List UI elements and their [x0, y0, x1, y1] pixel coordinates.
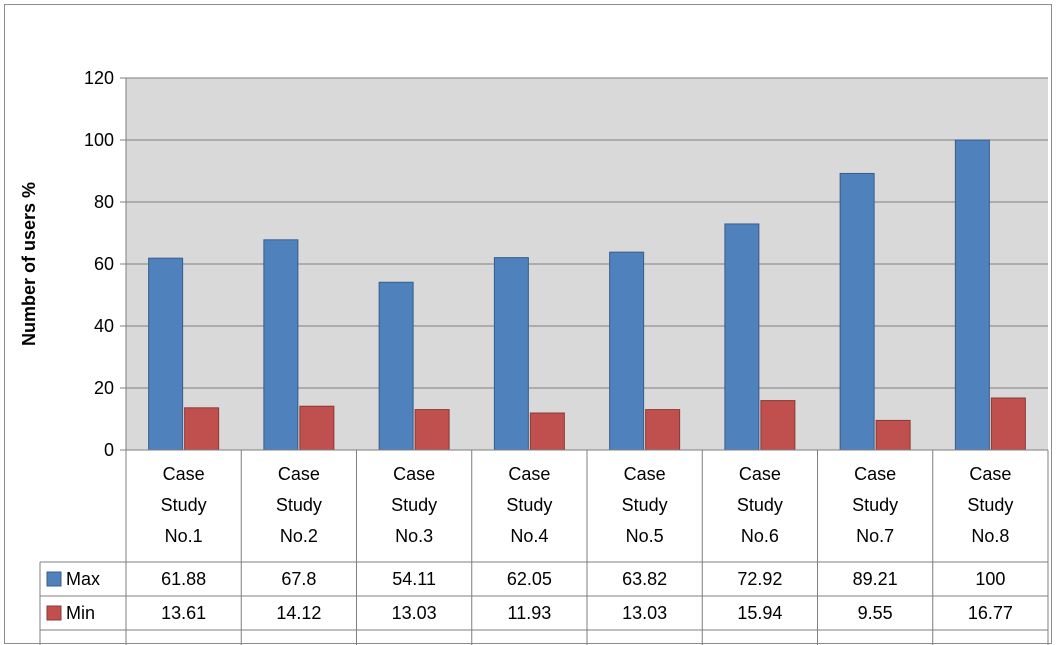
bar-max — [493, 257, 529, 451]
bar-min — [184, 407, 220, 451]
table-value-max: 100 — [975, 569, 1005, 589]
bars — [148, 139, 1026, 451]
category-label: Study — [161, 495, 207, 515]
category-label: Study — [737, 495, 783, 515]
bar-min — [529, 412, 565, 451]
category-label: No.8 — [971, 526, 1009, 546]
y-tick-label: 0 — [104, 440, 114, 460]
table-value-max: 72.92 — [737, 569, 782, 589]
category-label: No.6 — [741, 526, 779, 546]
bar-max — [148, 257, 184, 451]
bar-min — [645, 409, 681, 451]
bar-max — [609, 251, 645, 451]
bar-min — [875, 419, 911, 451]
category-label: Case — [508, 464, 550, 484]
table-value-max: 54.11 — [392, 569, 436, 589]
category-label: Case — [278, 464, 320, 484]
category-label: Study — [967, 495, 1013, 515]
legend-swatch-max — [46, 571, 62, 587]
table-value-min: 14.12 — [276, 603, 321, 623]
bar-max — [954, 139, 990, 451]
category-label: Case — [739, 464, 781, 484]
bar-min — [990, 397, 1026, 451]
legend-swatch-min — [46, 605, 62, 621]
y-tick-label: 100 — [84, 130, 114, 150]
table-value-max: 62.05 — [507, 569, 552, 589]
category-label: No.2 — [280, 526, 318, 546]
bar-max — [839, 172, 875, 451]
category-label: Case — [854, 464, 896, 484]
table-value-min: 16.77 — [968, 603, 1013, 623]
legend-label-max: Max — [66, 569, 100, 589]
bar-chart: 0 20 40 60 80 100 120 Case Study No.1 Case Study No… — [19, 68, 1049, 645]
category-label: Study — [276, 495, 322, 515]
table-value-min: 9.55 — [858, 603, 893, 623]
table-value-min: 13.03 — [622, 603, 667, 623]
bar-min — [760, 400, 796, 451]
chart-frame: 0 20 40 60 80 100 120 Case Study No.1 Case Study No… — [4, 4, 1052, 645]
table-value-min: 15.94 — [737, 603, 782, 623]
table-value-min: 13.61 — [161, 603, 206, 623]
category-label: Study — [852, 495, 898, 515]
table-value-max: 61.88 — [161, 569, 206, 589]
category-label: No.3 — [395, 526, 433, 546]
y-tick-label: 60 — [94, 254, 114, 274]
y-axis-title: Number of users % — [19, 182, 39, 346]
y-tick-label: 80 — [94, 192, 114, 212]
category-label: Study — [506, 495, 552, 515]
category-label: Case — [969, 464, 1011, 484]
category-label: Case — [163, 464, 205, 484]
table-value-max: 67.8 — [281, 569, 316, 589]
category-label: Case — [624, 464, 666, 484]
bar-min — [299, 405, 335, 451]
y-tick-label: 20 — [94, 378, 114, 398]
bar-max — [378, 281, 414, 451]
category-label: No.7 — [856, 526, 894, 546]
table-value-max: 63.82 — [622, 569, 667, 589]
y-tick-label: 120 — [84, 68, 114, 88]
category-label: No.5 — [626, 526, 664, 546]
table-value-min: 11.93 — [508, 603, 552, 623]
table-value-min: 13.03 — [392, 603, 437, 623]
y-tick-label: 40 — [94, 316, 114, 336]
category-label: Case — [393, 464, 435, 484]
category-label: Study — [391, 495, 437, 515]
y-tick-labels: 0 20 40 60 80 100 120 — [84, 68, 114, 460]
data-table: Case Study No.1 Case Study No.2 Case Study No.3 C… — [39, 449, 1049, 645]
bar-min — [414, 409, 450, 451]
category-label: Study — [622, 495, 668, 515]
category-label: No.1 — [165, 526, 203, 546]
table-value-max: 89.21 — [853, 569, 898, 589]
legend-label-min: Min — [66, 603, 95, 623]
bar-max — [263, 239, 299, 451]
category-label: No.4 — [510, 526, 548, 546]
bar-max — [724, 223, 760, 451]
